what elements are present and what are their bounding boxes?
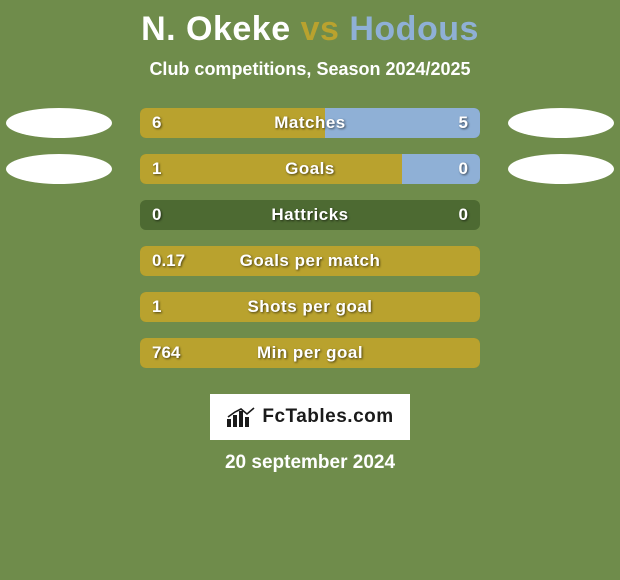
- logo-chart-icon: [226, 407, 256, 427]
- stat-row: 10Goals: [0, 154, 620, 200]
- title-player2: Hodous: [349, 10, 479, 48]
- stat-label: Hattricks: [140, 200, 480, 230]
- title-player1: N. Okeke: [141, 10, 291, 48]
- logo-box: FcTables.com: [210, 394, 410, 440]
- stat-row: 1Shots per goal: [0, 292, 620, 338]
- side-badge-p1: [6, 108, 112, 138]
- stat-label: Goals per match: [140, 246, 480, 276]
- stat-row: 0.17Goals per match: [0, 246, 620, 292]
- subtitle: Club competitions, Season 2024/2025: [0, 59, 620, 80]
- page-title: N. Okeke vs Hodous: [0, 10, 620, 49]
- stat-label: Matches: [140, 108, 480, 138]
- stats-container: 65Matches10Goals00Hattricks0.17Goals per…: [0, 108, 620, 384]
- side-badge-p2: [508, 154, 614, 184]
- stat-label: Shots per goal: [140, 292, 480, 322]
- stat-row: 00Hattricks: [0, 200, 620, 246]
- comparison-card: N. Okeke vs Hodous Club competitions, Se…: [0, 0, 620, 580]
- side-badge-p2: [508, 108, 614, 138]
- stat-row: 65Matches: [0, 108, 620, 154]
- title-vs: vs: [301, 10, 340, 48]
- stat-label: Goals: [140, 154, 480, 184]
- side-badge-p1: [6, 154, 112, 184]
- stat-row: 764Min per goal: [0, 338, 620, 384]
- date-label: 20 september 2024: [0, 452, 620, 474]
- stat-label: Min per goal: [140, 338, 480, 368]
- logo-text: FcTables.com: [262, 406, 393, 428]
